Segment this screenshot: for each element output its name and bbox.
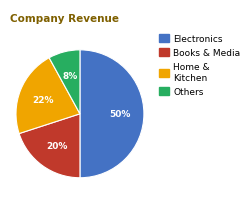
- Text: 22%: 22%: [32, 95, 54, 104]
- Text: 8%: 8%: [62, 72, 78, 81]
- Text: Company Revenue: Company Revenue: [10, 14, 119, 24]
- Text: 20%: 20%: [46, 142, 67, 151]
- Wedge shape: [19, 114, 80, 178]
- Wedge shape: [16, 59, 80, 134]
- Legend: Electronics, Books & Media, Home &
Kitchen, Others: Electronics, Books & Media, Home & Kitch…: [159, 35, 240, 96]
- Wedge shape: [80, 51, 144, 178]
- Text: 50%: 50%: [109, 110, 130, 119]
- Wedge shape: [49, 51, 80, 114]
